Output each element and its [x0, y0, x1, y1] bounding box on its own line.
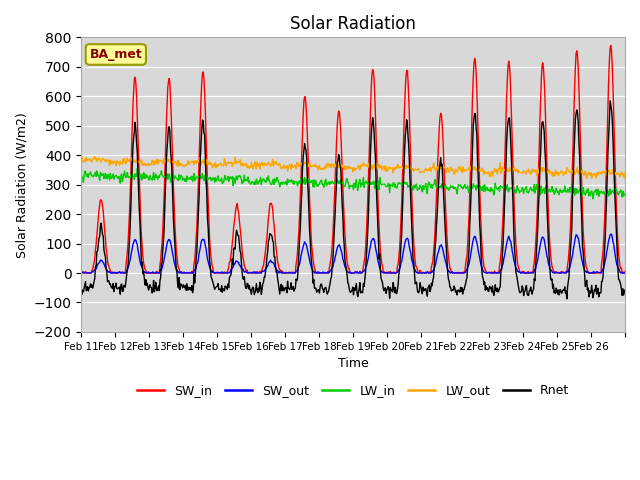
LW_out	[91, 154, 99, 159]
Rnet	[606, 98, 614, 104]
SW_out	[608, 231, 616, 237]
SW_out	[77, 270, 85, 276]
Line: SW_out: SW_out	[81, 234, 625, 273]
Rnet	[77, 285, 85, 291]
SW_in	[269, 206, 276, 212]
Y-axis label: Solar Radiation (W/m2): Solar Radiation (W/m2)	[15, 112, 28, 257]
SW_out	[621, 270, 629, 276]
SW_in	[142, 267, 150, 273]
LW_in	[242, 178, 250, 183]
SW_out	[440, 250, 447, 256]
SW_in	[242, 267, 250, 273]
LW_in	[134, 166, 141, 171]
Rnet	[141, 282, 149, 288]
LW_out	[440, 165, 448, 170]
SW_in	[78, 270, 86, 276]
Text: BA_met: BA_met	[90, 48, 142, 61]
Rnet	[241, 282, 249, 288]
LW_in	[77, 172, 85, 178]
Title: Solar Radiation: Solar Radiation	[290, 15, 416, 33]
LW_out	[289, 165, 297, 170]
Line: Rnet: Rnet	[81, 101, 625, 299]
LW_out	[242, 160, 250, 166]
SW_in	[77, 270, 85, 276]
Line: LW_out: LW_out	[81, 156, 625, 179]
SW_in	[607, 43, 614, 48]
SW_in	[410, 240, 417, 245]
Rnet	[440, 190, 447, 195]
LW_in	[621, 191, 629, 196]
Line: LW_in: LW_in	[81, 168, 625, 199]
Line: SW_in: SW_in	[81, 46, 625, 273]
SW_in	[289, 270, 297, 276]
Rnet	[621, 289, 629, 295]
LW_in	[440, 184, 448, 190]
Rnet	[409, 256, 417, 262]
LW_out	[77, 156, 85, 162]
Legend: SW_in, SW_out, LW_in, LW_out, Rnet: SW_in, SW_out, LW_in, LW_out, Rnet	[132, 379, 574, 402]
SW_out	[141, 270, 149, 276]
SW_out	[268, 260, 276, 265]
SW_in	[440, 169, 448, 175]
SW_out	[241, 269, 249, 275]
Rnet	[268, 233, 276, 239]
SW_out	[289, 270, 296, 276]
LW_in	[410, 182, 417, 188]
LW_out	[142, 163, 150, 168]
LW_in	[142, 172, 150, 178]
LW_in	[589, 196, 597, 202]
SW_in	[621, 269, 629, 275]
Rnet	[563, 296, 571, 302]
LW_in	[289, 178, 297, 184]
LW_out	[269, 156, 276, 162]
X-axis label: Time: Time	[338, 357, 369, 370]
SW_out	[409, 262, 417, 267]
LW_out	[621, 170, 629, 176]
LW_out	[410, 168, 417, 174]
LW_in	[269, 177, 276, 183]
Rnet	[289, 286, 296, 292]
LW_out	[583, 176, 591, 181]
